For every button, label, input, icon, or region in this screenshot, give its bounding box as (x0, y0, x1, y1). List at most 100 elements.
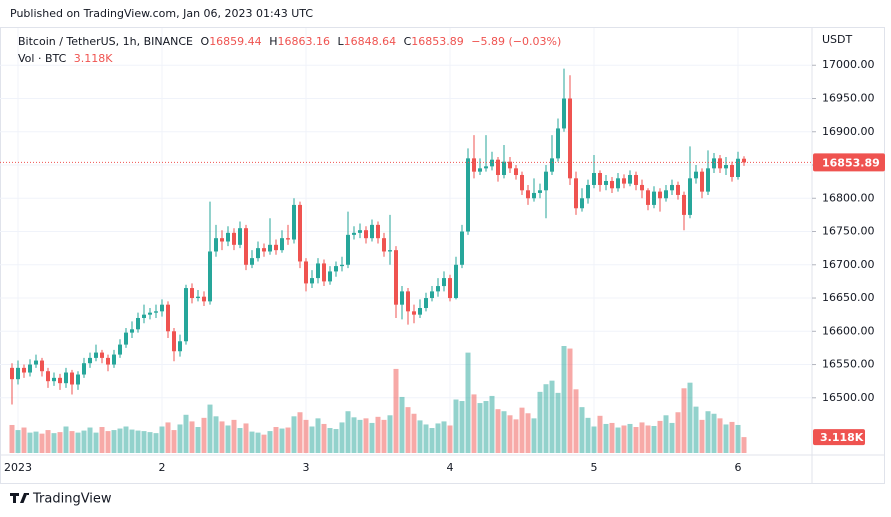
candle-body (382, 238, 386, 252)
candle-body (580, 198, 584, 209)
volume-bar (75, 432, 81, 453)
candle-body (658, 191, 662, 199)
volume-bar (495, 409, 501, 453)
volume-bar (123, 426, 129, 453)
volume-bar (669, 422, 675, 453)
last-price-tag (813, 153, 885, 172)
candle-body (388, 250, 392, 252)
ohlc-value: 16859.44 (209, 35, 262, 48)
volume-bar (309, 426, 315, 453)
volume-bar (171, 430, 177, 453)
volume-bar (663, 415, 669, 453)
volume-bar (423, 424, 429, 453)
volume-bar (165, 422, 171, 453)
volume-bar (225, 425, 231, 453)
candle-body (256, 248, 260, 259)
candle-body (730, 165, 734, 177)
volume-bar (249, 431, 255, 453)
candle-body (280, 238, 284, 251)
candle-body (10, 367, 14, 380)
ohlc-letter: L (337, 35, 344, 48)
volume-bar (189, 421, 195, 453)
volume-bar (465, 352, 471, 453)
candle-body (202, 296, 206, 302)
candle-body (544, 171, 548, 191)
y-tick-label: 16800.00 (822, 191, 875, 204)
candle-body (694, 171, 698, 179)
candle-body (124, 332, 128, 345)
volume-bar (261, 434, 267, 453)
volume-bar (51, 433, 57, 453)
volume-bar (87, 427, 93, 453)
volume-bar (387, 415, 393, 453)
volume-bar (69, 431, 75, 453)
candle-body (34, 360, 38, 365)
volume-bar (555, 392, 561, 453)
candle-body (328, 271, 332, 282)
x-tick-label: 6 (735, 461, 742, 474)
volume-bar (519, 407, 525, 453)
grid (0, 28, 812, 455)
ohlc-value: 16848.64 (344, 35, 397, 48)
change: −5.89 (−0.03%) (471, 35, 561, 48)
candle-body (634, 174, 638, 185)
volume-bar (15, 430, 21, 453)
candle-body (724, 165, 728, 169)
y-tick-label: 16750.00 (822, 225, 875, 238)
volume-bar (297, 412, 303, 453)
volume-bar (513, 419, 519, 453)
volume-bar (729, 421, 735, 453)
symbol: Bitcoin / TetherUS, 1h, BINANCE (18, 35, 193, 48)
candle-body (40, 360, 44, 372)
volume-bar (693, 406, 699, 453)
candle-body (436, 286, 440, 292)
volume-bar (219, 421, 225, 453)
candle-body (652, 191, 656, 205)
volume-bar (399, 396, 405, 453)
volume-bar (57, 432, 63, 453)
candle-body (616, 178, 620, 189)
candle-body (190, 288, 194, 299)
candle-body (526, 190, 530, 199)
volume-bar (39, 433, 45, 453)
candle-body (532, 192, 536, 199)
candle-body (604, 180, 608, 185)
y-tick-label: 16900.00 (822, 125, 875, 138)
volume-bar (405, 407, 411, 453)
volume-bar (441, 421, 447, 453)
candle-body (358, 230, 362, 233)
volume-bar (525, 413, 531, 453)
volume-bar (339, 422, 345, 453)
candle-body (454, 264, 458, 299)
volume-bar (243, 423, 249, 453)
logo-mark (10, 493, 29, 503)
x-tick-label: 4 (447, 461, 454, 474)
candle-body (670, 184, 674, 191)
candle-body (58, 377, 62, 384)
volume-bar (93, 432, 99, 453)
volume-bar (609, 422, 615, 453)
ohlc-value: 16863.16 (277, 35, 330, 48)
candle-body (418, 308, 422, 315)
candle-body (352, 232, 356, 235)
volume-bar (621, 425, 627, 453)
volume-bar (351, 417, 357, 453)
volume-bar (333, 429, 339, 453)
volume-bar (549, 380, 555, 453)
candles (0, 68, 812, 405)
candle-body (406, 291, 410, 312)
volume-bar (711, 413, 717, 453)
volume-bar (201, 417, 207, 453)
candle-body (586, 184, 590, 199)
candle-body (154, 311, 158, 313)
volume-bar (147, 432, 153, 453)
volume-bar (9, 424, 15, 453)
volume-tag (813, 429, 865, 446)
candle-body (106, 357, 110, 365)
x-tick-label: 3 (303, 461, 310, 474)
volume-bar (705, 411, 711, 453)
volume-bar (267, 431, 273, 453)
volume-tag-label: 3.118K (820, 431, 864, 444)
candle-body (220, 238, 224, 242)
candle-body (52, 377, 56, 382)
